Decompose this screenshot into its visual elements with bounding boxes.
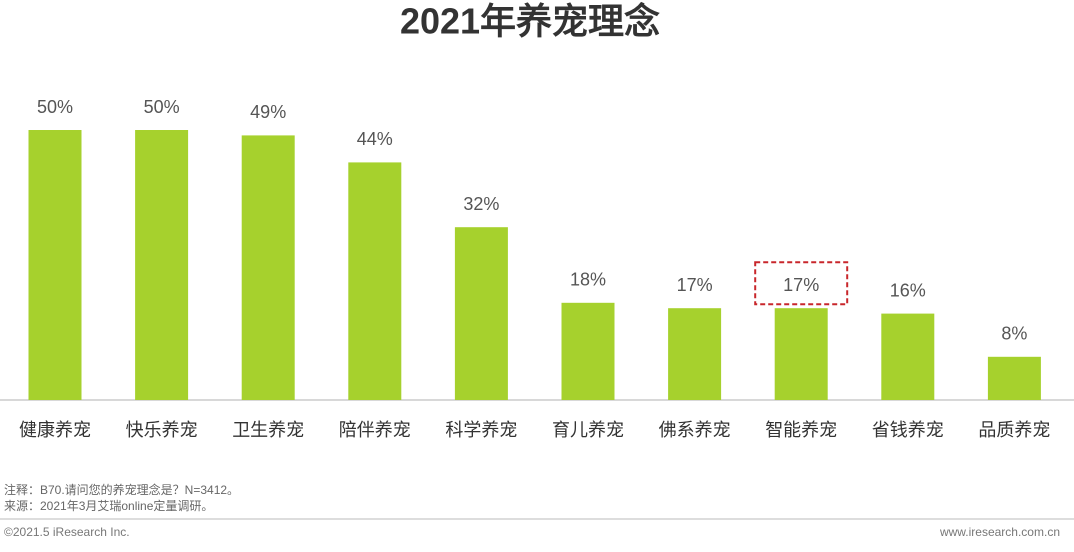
value-label: 44%: [357, 129, 393, 149]
value-label: 17%: [677, 275, 713, 295]
bar: [135, 130, 189, 400]
x-tick-label: 科学养宠: [445, 420, 517, 440]
x-tick-label: 卫生养宠: [232, 420, 304, 440]
bar: [241, 135, 295, 400]
value-label: 50%: [144, 97, 180, 117]
bar: [348, 162, 402, 400]
source: 来源：2021年3月艾瑞online定量调研。: [4, 498, 213, 513]
bar: [561, 302, 615, 400]
x-tick-label: 佛系养宠: [659, 420, 731, 440]
value-label: 17%: [783, 275, 819, 295]
bar: [28, 130, 82, 400]
value-label: 16%: [890, 280, 926, 300]
x-tick-label: 育儿养宠: [552, 420, 624, 440]
x-tick-label: 健康养宠: [19, 420, 91, 440]
chart-title: 2021年养宠理念: [400, 1, 660, 42]
footer-left: ©2021.5 iResearch Inc.: [4, 525, 130, 539]
x-tick-label: 快乐养宠: [126, 420, 198, 440]
highlight-box: [754, 261, 849, 306]
value-label: 32%: [463, 194, 499, 214]
value-label: 18%: [570, 270, 606, 290]
x-tick-label: 智能养宠: [765, 420, 837, 440]
value-label: 50%: [37, 97, 73, 117]
x-tick-label: 陪伴养宠: [339, 420, 411, 440]
bar: [774, 308, 828, 400]
value-label: 49%: [250, 102, 286, 122]
bar: [454, 227, 508, 400]
bar: [881, 313, 935, 400]
bar: [668, 308, 722, 400]
bar: [987, 356, 1041, 400]
x-tick-label: 省钱养宠: [872, 420, 944, 440]
x-tick-label: 品质养宠: [978, 420, 1050, 440]
footer-right: www.iresearch.com.cn: [939, 525, 1060, 539]
value-label: 8%: [1001, 324, 1027, 344]
note: 注释：B70.请问您的养宠理念是？N=3412。: [4, 482, 239, 497]
